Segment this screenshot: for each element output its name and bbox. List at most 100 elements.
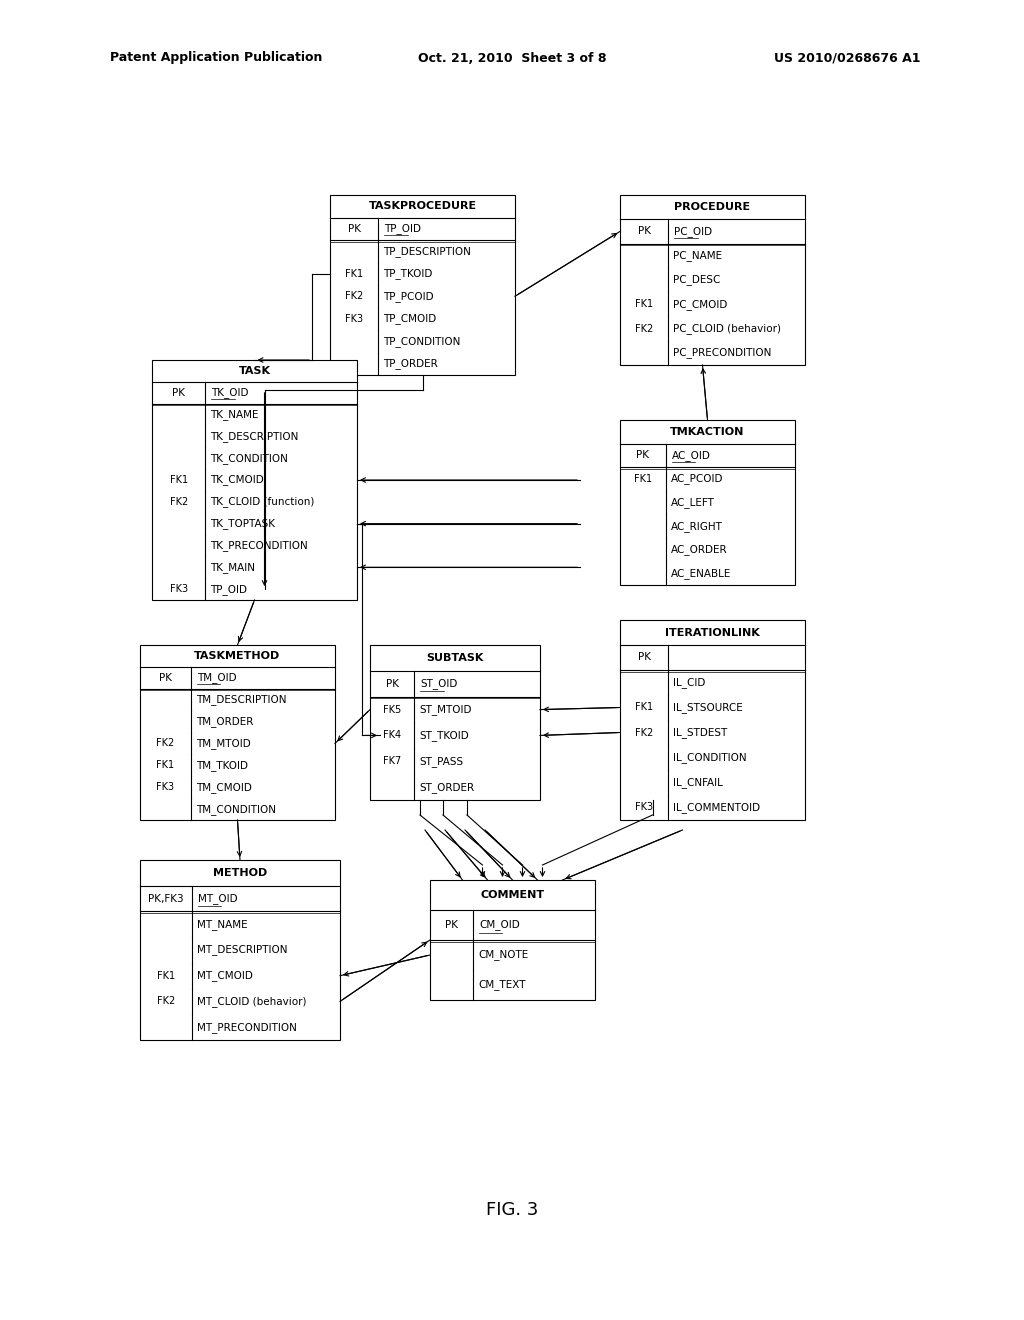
- Text: MT_CMOID: MT_CMOID: [197, 970, 253, 981]
- Bar: [140, 861, 340, 1040]
- Text: ST_PASS: ST_PASS: [419, 756, 463, 767]
- Text: TM_CONDITION: TM_CONDITION: [196, 804, 275, 814]
- Text: FK1: FK1: [635, 702, 653, 713]
- Text: TASKPROCEDURE: TASKPROCEDURE: [369, 201, 476, 211]
- Text: TM_ORDER: TM_ORDER: [196, 717, 253, 727]
- Text: FK3: FK3: [345, 314, 364, 323]
- Text: PK: PK: [386, 678, 398, 689]
- Text: FK3: FK3: [157, 783, 174, 792]
- Bar: [370, 645, 540, 800]
- Text: IL_STSOURCE: IL_STSOURCE: [673, 702, 742, 713]
- Text: FK1: FK1: [170, 475, 187, 484]
- Text: FIG. 3: FIG. 3: [485, 1201, 539, 1218]
- Bar: [152, 360, 357, 601]
- Text: FK2: FK2: [635, 323, 653, 334]
- Text: TM_OID: TM_OID: [197, 672, 237, 684]
- Bar: [330, 195, 515, 375]
- Text: ST_MTOID: ST_MTOID: [419, 704, 472, 715]
- Text: TK_NAME: TK_NAME: [210, 409, 259, 420]
- Text: CM_OID: CM_OID: [479, 920, 519, 931]
- Text: IL_CONDITION: IL_CONDITION: [673, 752, 746, 763]
- Text: Patent Application Publication: Patent Application Publication: [110, 51, 323, 65]
- Text: PK: PK: [638, 227, 650, 236]
- Text: TASK: TASK: [239, 366, 270, 376]
- Text: TASKMETHOD: TASKMETHOD: [195, 651, 281, 661]
- Text: TK_OID: TK_OID: [211, 387, 249, 399]
- Text: METHOD: METHOD: [213, 867, 267, 878]
- Text: COMMENT: COMMENT: [480, 890, 545, 900]
- Text: AC_OID: AC_OID: [672, 450, 711, 461]
- Text: TK_CLOID (function): TK_CLOID (function): [210, 496, 314, 507]
- Text: PK,FK3: PK,FK3: [148, 894, 184, 904]
- Text: FK1: FK1: [345, 269, 364, 279]
- Text: TM_MTOID: TM_MTOID: [196, 738, 251, 748]
- Text: FK2: FK2: [170, 496, 187, 507]
- Text: FK3: FK3: [635, 803, 653, 813]
- Text: TM_DESCRIPTION: TM_DESCRIPTION: [196, 694, 286, 705]
- Text: PC_CMOID: PC_CMOID: [673, 298, 727, 310]
- Text: MT_OID: MT_OID: [198, 894, 238, 904]
- Text: MT_CLOID (behavior): MT_CLOID (behavior): [197, 997, 306, 1007]
- Text: TK_DESCRIPTION: TK_DESCRIPTION: [210, 430, 299, 442]
- Text: AC_LEFT: AC_LEFT: [671, 498, 715, 508]
- Text: AC_ORDER: AC_ORDER: [671, 544, 727, 556]
- Text: FK3: FK3: [170, 583, 187, 594]
- Bar: [140, 645, 335, 820]
- Bar: [430, 880, 595, 1001]
- Text: FK1: FK1: [157, 970, 175, 981]
- Text: FK1: FK1: [634, 474, 652, 484]
- Text: PK: PK: [636, 450, 649, 461]
- Text: FK2: FK2: [157, 738, 174, 748]
- Text: CM_NOTE: CM_NOTE: [478, 949, 528, 961]
- Text: SUBTASK: SUBTASK: [426, 653, 483, 663]
- Text: US 2010/0268676 A1: US 2010/0268676 A1: [773, 51, 920, 65]
- Text: MT_NAME: MT_NAME: [197, 919, 248, 929]
- Text: PK: PK: [445, 920, 458, 931]
- Text: TP_ORDER: TP_ORDER: [383, 358, 438, 370]
- Text: IL_CNFAIL: IL_CNFAIL: [673, 777, 723, 788]
- Text: TK_MAIN: TK_MAIN: [210, 562, 255, 573]
- Text: TMKACTION: TMKACTION: [671, 426, 744, 437]
- Text: FK4: FK4: [383, 730, 401, 741]
- Text: TP_OID: TP_OID: [210, 583, 248, 594]
- Text: FK1: FK1: [635, 300, 653, 309]
- Bar: [620, 420, 795, 585]
- Text: TP_OID: TP_OID: [384, 223, 421, 234]
- Text: Oct. 21, 2010  Sheet 3 of 8: Oct. 21, 2010 Sheet 3 of 8: [418, 51, 606, 65]
- Bar: [620, 620, 805, 820]
- Text: FK5: FK5: [383, 705, 401, 714]
- Text: TK_TOPTASK: TK_TOPTASK: [210, 519, 275, 529]
- Text: TK_CMOID: TK_CMOID: [210, 475, 264, 486]
- Text: ITERATIONLINK: ITERATIONLINK: [666, 627, 760, 638]
- Text: PC_DESC: PC_DESC: [673, 275, 721, 285]
- Text: TP_DESCRIPTION: TP_DESCRIPTION: [383, 246, 471, 256]
- Text: PK: PK: [347, 224, 360, 234]
- Text: MT_DESCRIPTION: MT_DESCRIPTION: [197, 945, 288, 956]
- Text: PC_CLOID (behavior): PC_CLOID (behavior): [673, 323, 781, 334]
- Text: TM_CMOID: TM_CMOID: [196, 781, 252, 792]
- Text: FK1: FK1: [157, 760, 174, 771]
- Text: PC_PRECONDITION: PC_PRECONDITION: [673, 347, 771, 358]
- Text: CM_TEXT: CM_TEXT: [478, 979, 525, 990]
- Text: ST_OID: ST_OID: [420, 678, 458, 689]
- Text: PC_OID: PC_OID: [674, 226, 713, 236]
- Text: ST_TKOID: ST_TKOID: [419, 730, 469, 741]
- Text: TP_CONDITION: TP_CONDITION: [383, 335, 461, 347]
- Text: PK: PK: [638, 652, 650, 663]
- Text: TK_CONDITION: TK_CONDITION: [210, 453, 288, 463]
- Text: TK_PRECONDITION: TK_PRECONDITION: [210, 540, 308, 550]
- Text: MT_PRECONDITION: MT_PRECONDITION: [197, 1022, 297, 1032]
- Text: FK7: FK7: [383, 756, 401, 766]
- Text: AC_RIGHT: AC_RIGHT: [671, 520, 722, 532]
- Text: PROCEDURE: PROCEDURE: [675, 202, 751, 213]
- Text: TP_PCOID: TP_PCOID: [383, 290, 434, 302]
- Text: PC_NAME: PC_NAME: [673, 251, 722, 261]
- Text: FK2: FK2: [157, 997, 175, 1006]
- Text: IL_COMMENTOID: IL_COMMENTOID: [673, 803, 760, 813]
- Text: PK: PK: [159, 673, 172, 682]
- Text: TP_CMOID: TP_CMOID: [383, 313, 436, 325]
- Bar: [620, 195, 805, 366]
- Text: PK: PK: [172, 388, 185, 397]
- Text: TM_TKOID: TM_TKOID: [196, 760, 248, 771]
- Text: IL_CID: IL_CID: [673, 677, 706, 688]
